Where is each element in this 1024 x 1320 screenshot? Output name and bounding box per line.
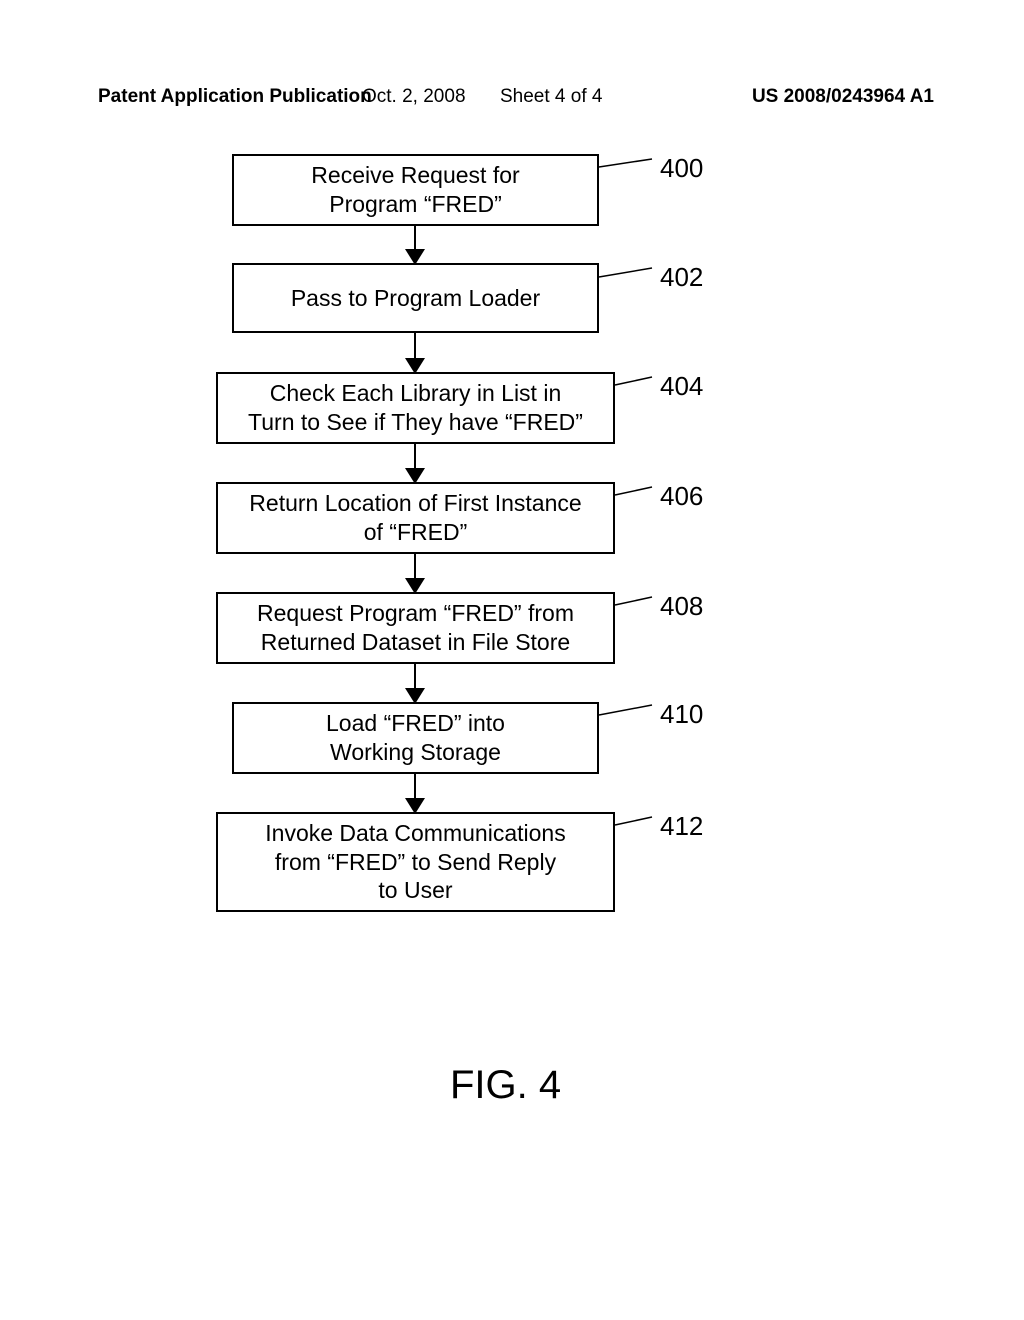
flow-box-406: Return Location of First Instanceof “FRE… xyxy=(216,482,615,554)
ref-label-402: 402 xyxy=(660,262,703,293)
flow-box-text: Check Each Library in List inTurn to See… xyxy=(248,379,583,437)
flow-box-text: Load “FRED” intoWorking Storage xyxy=(326,709,505,767)
figure-title: FIG. 4 xyxy=(450,1063,561,1108)
page-header: Patent Application Publication Oct. 2, 2… xyxy=(0,86,1024,108)
ref-label-404: 404 xyxy=(660,371,703,402)
ref-label-408: 408 xyxy=(660,591,703,622)
ref-label-410: 410 xyxy=(660,699,703,730)
flow-box-text: Invoke Data Communicationsfrom “FRED” to… xyxy=(265,819,565,905)
flow-box-404: Check Each Library in List inTurn to See… xyxy=(216,372,615,444)
flow-box-text: Return Location of First Instanceof “FRE… xyxy=(249,489,581,547)
flow-box-402: Pass to Program Loader xyxy=(232,263,599,333)
flowchart-diagram: Receive Request forProgram “FRED” 400 Pass… xyxy=(0,150,1024,1150)
flow-box-412: Invoke Data Communicationsfrom “FRED” to… xyxy=(216,812,615,912)
flow-box-text: Receive Request forProgram “FRED” xyxy=(311,161,519,219)
flow-box-text: Pass to Program Loader xyxy=(291,284,540,313)
flow-box-410: Load “FRED” intoWorking Storage xyxy=(232,702,599,774)
ref-label-406: 406 xyxy=(660,481,703,512)
header-publication: Patent Application Publication xyxy=(98,86,372,108)
ref-label-412: 412 xyxy=(660,811,703,842)
header-date: Oct. 2, 2008 xyxy=(362,86,466,108)
ref-label-400: 400 xyxy=(660,153,703,184)
flow-box-text: Request Program “FRED” fromReturned Data… xyxy=(257,599,574,657)
header-sheet: Sheet 4 of 4 xyxy=(500,86,602,108)
header-pubno: US 2008/0243964 A1 xyxy=(752,86,934,108)
flow-box-408: Request Program “FRED” fromReturned Data… xyxy=(216,592,615,664)
flow-box-400: Receive Request forProgram “FRED” xyxy=(232,154,599,226)
